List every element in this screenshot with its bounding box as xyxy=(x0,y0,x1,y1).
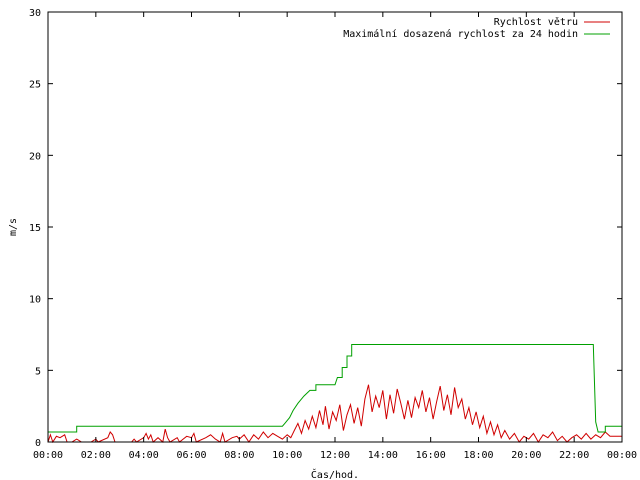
legend-label-1: Maximální dosazená rychlost za 24 hodin xyxy=(343,28,578,40)
x-tick-label: 14:00 xyxy=(368,450,398,461)
x-tick-label: 08:00 xyxy=(224,450,254,461)
y-tick-label: 20 xyxy=(29,151,41,162)
y-tick-label: 25 xyxy=(29,80,41,91)
x-tick-label: 10:00 xyxy=(272,450,302,461)
series-layer xyxy=(47,344,622,444)
x-tick-label: 22:00 xyxy=(559,450,589,461)
y-tick-label: 5 xyxy=(35,366,41,377)
x-tick-label: 04:00 xyxy=(129,450,159,461)
x-tick-label: 00:00 xyxy=(33,450,63,461)
y-tick-label: 30 xyxy=(29,8,41,19)
x-axis-label: Čas/hod. xyxy=(311,468,359,480)
x-tick-label: 18:00 xyxy=(463,450,493,461)
y-axis-label: m/s xyxy=(8,218,19,236)
series-line-0 xyxy=(47,384,622,444)
x-tick-label: 00:00 xyxy=(607,450,637,461)
series-line-1 xyxy=(48,344,622,433)
y-tick-label: 10 xyxy=(29,295,41,306)
x-tick-label: 16:00 xyxy=(416,450,446,461)
x-tick-label: 20:00 xyxy=(511,450,541,461)
x-tick-label: 06:00 xyxy=(176,450,206,461)
x-axis: 00:00 02:00 04:00 06:00 08:00 10:00 12:00 14:00… xyxy=(33,12,637,461)
y-axis: 0 5 10 15 20 25 30 xyxy=(29,8,622,449)
legend-label-0: Rychlost větru xyxy=(494,16,578,28)
x-tick-label: 12:00 xyxy=(320,450,350,461)
y-tick-label: 15 xyxy=(29,223,41,234)
x-tick-label: 02:00 xyxy=(81,450,111,461)
y-tick-label: 0 xyxy=(35,438,41,449)
